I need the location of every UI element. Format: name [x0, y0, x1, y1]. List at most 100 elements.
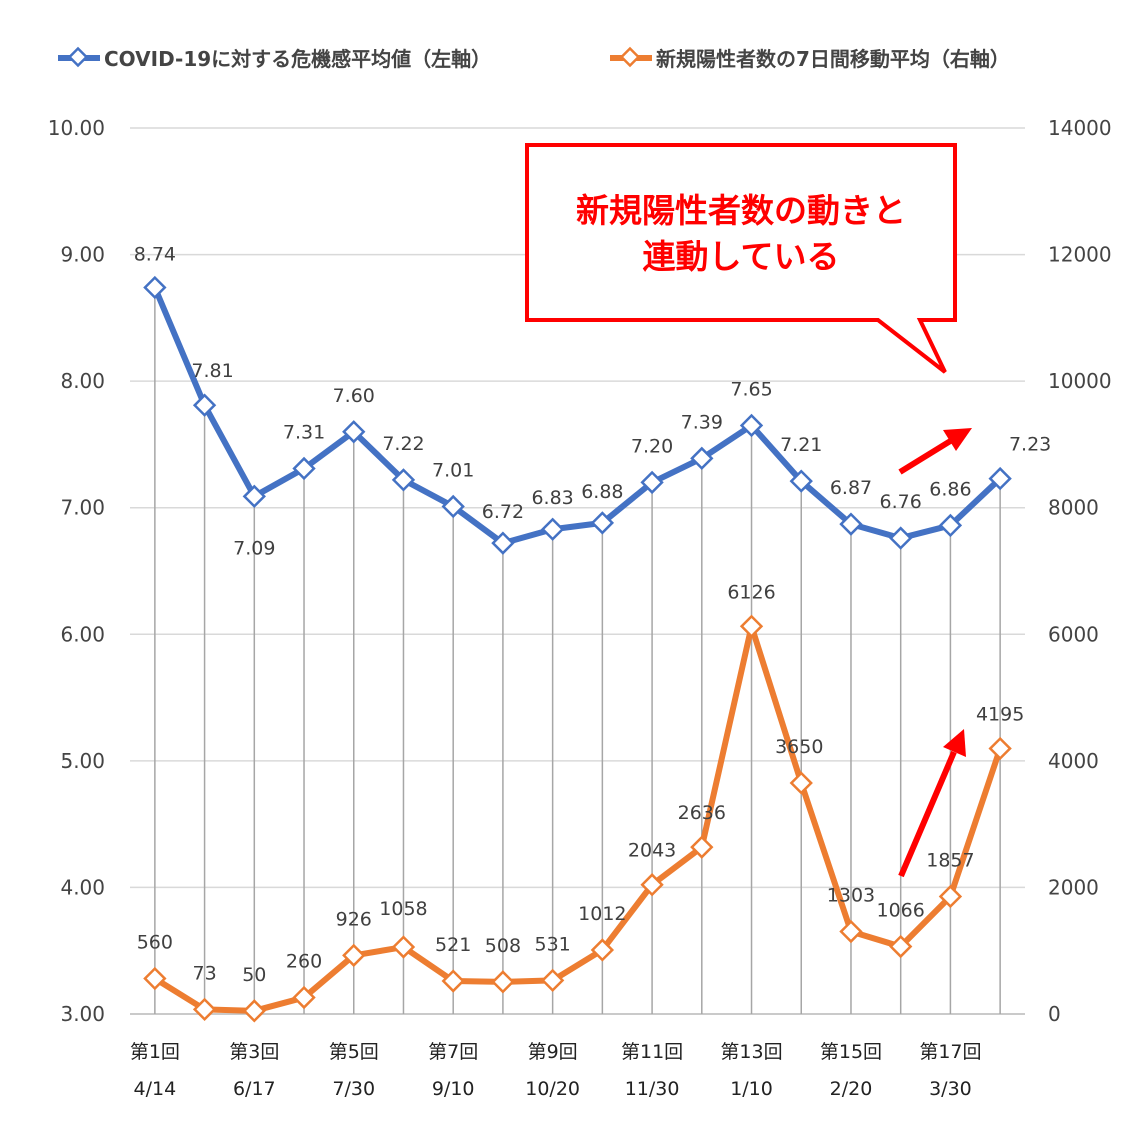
data-label: 7.23: [1009, 434, 1051, 456]
data-point-marker: [739, 614, 764, 638]
series-line-kikikan: [151, 284, 1004, 547]
data-label: 7.09: [233, 537, 275, 559]
x-date-label: 9/10: [432, 1078, 475, 1100]
left-tick-label: 10.00: [48, 116, 105, 140]
data-point-marker: [292, 985, 316, 1010]
data-point-marker: [988, 736, 1012, 761]
data-point-marker: [690, 446, 714, 471]
data-label: 6.86: [929, 478, 971, 500]
data-label: 260: [286, 951, 322, 973]
data-point-marker: [690, 835, 714, 859]
annotation-arrows: [898, 428, 972, 878]
x-date-label: 10/20: [525, 1078, 580, 1100]
data-label: 1012: [578, 903, 626, 925]
x-date-label: 2/20: [830, 1078, 873, 1100]
data-point-marker: [839, 919, 863, 944]
data-label: 1857: [926, 849, 974, 871]
x-tick-label: 第7回: [428, 1041, 478, 1063]
data-label: 926: [336, 908, 372, 930]
red-arrow-lower-shaft: [898, 750, 957, 878]
data-point-marker: [342, 420, 366, 444]
series-line-new-cases: [151, 623, 1004, 1014]
x-tick-label: 第3回: [229, 1041, 279, 1063]
x-tick-label: 第11回: [621, 1041, 683, 1063]
left-tick-label: 4.00: [60, 875, 105, 899]
data-label: 7.01: [432, 459, 474, 481]
left-tick-label: 9.00: [60, 243, 105, 267]
data-point-marker: [441, 494, 465, 519]
data-point-marker: [988, 466, 1012, 491]
callout-box: 新規陽性者数の動きと 連動している: [525, 143, 957, 374]
x-tick-label: 第13回: [720, 1041, 782, 1063]
x-tick-label: 第15回: [820, 1041, 882, 1063]
data-label: 7.20: [631, 435, 673, 457]
data-point-marker: [192, 997, 217, 1022]
data-point-marker: [590, 938, 615, 962]
legend-entry-orange: 新規陽性者数の7日間移動平均（右軸）: [610, 46, 1010, 71]
right-tick-label: 6000: [1048, 622, 1099, 646]
legend-marker-blue: [67, 46, 89, 68]
data-label: 50: [242, 964, 266, 986]
x-axis-labels: 第1回 4/14 第3回 6/17 第5回 7/30 第7回 9/10 第9回 10/20 第11回…: [130, 1041, 982, 1100]
data-point-marker: [143, 275, 167, 300]
data-point-marker: [590, 511, 615, 535]
data-point-marker: [242, 484, 266, 508]
data-point-marker: [391, 468, 416, 492]
data-label: 6.88: [581, 481, 623, 503]
x-tick-label: 第9回: [528, 1041, 578, 1063]
legend-entry-blue: COVID-19に対する危機感平均値（左軸）: [58, 46, 491, 71]
x-date-label: 7/30: [332, 1078, 375, 1100]
callout-line-2: 連動している: [642, 237, 839, 276]
right-axis-ticks: 0 2000 4000 6000 8000 10000 12000 14000: [1048, 116, 1112, 1026]
data-point-marker: [242, 999, 266, 1023]
right-tick-label: 4000: [1048, 749, 1099, 773]
x-date-label: 3/30: [929, 1078, 972, 1100]
x-tick-label: 第1回: [130, 1041, 180, 1063]
right-tick-label: 12000: [1048, 243, 1112, 267]
data-label: 3650: [775, 736, 823, 758]
data-label: 1058: [379, 898, 427, 920]
data-point-marker: [540, 517, 565, 541]
data-label: 531: [535, 933, 571, 955]
data-label: 6.76: [880, 491, 922, 513]
data-label: 7.39: [681, 411, 723, 433]
series-layer: [143, 275, 1012, 1023]
data-point-marker: [889, 526, 913, 550]
red-arrow-upper-head: [943, 428, 972, 451]
data-label: 7.81: [191, 360, 233, 382]
right-tick-label: 0: [1048, 1002, 1061, 1026]
data-point-marker: [640, 470, 664, 495]
data-label: 6.72: [482, 501, 524, 523]
x-tick-label: 第5回: [329, 1041, 379, 1063]
data-label: 1066: [877, 900, 925, 922]
data-point-marker: [143, 966, 167, 991]
left-axis-ticks: 3.00 4.00 5.00 6.00 7.00 8.00 9.00 10.00: [48, 116, 105, 1026]
data-point-marker: [342, 943, 366, 968]
data-point-marker: [938, 884, 963, 909]
callout-line-1: 新規陽性者数の動きと: [576, 191, 906, 230]
data-label: 521: [435, 934, 471, 956]
right-tick-label: 8000: [1048, 496, 1099, 520]
legend: COVID-19に対する危機感平均値（左軸） 新規陽性者数の7日間移動平均（右軸…: [58, 46, 1010, 71]
data-label: 8.74: [134, 243, 176, 265]
data-point-marker: [640, 873, 664, 897]
left-tick-label: 6.00: [60, 622, 105, 646]
data-point-marker: [789, 469, 813, 493]
data-label: 7.60: [333, 385, 375, 407]
x-date-label: 11/30: [625, 1078, 680, 1100]
data-point-marker: [889, 934, 913, 959]
data-point-marker: [192, 393, 217, 417]
data-point-marker: [739, 413, 764, 438]
red-arrow-lower-head: [943, 729, 966, 757]
left-tick-label: 5.00: [60, 749, 105, 773]
data-point-marker: [540, 968, 565, 993]
left-tick-label: 8.00: [60, 369, 105, 393]
x-date-label: 1/10: [730, 1078, 773, 1100]
data-label: 73: [192, 962, 216, 984]
data-label: 7.65: [730, 378, 772, 400]
data-label: 6.87: [830, 477, 872, 499]
data-point-marker: [789, 771, 813, 795]
data-point-marker: [491, 531, 515, 555]
data-label: 1303: [827, 885, 875, 907]
